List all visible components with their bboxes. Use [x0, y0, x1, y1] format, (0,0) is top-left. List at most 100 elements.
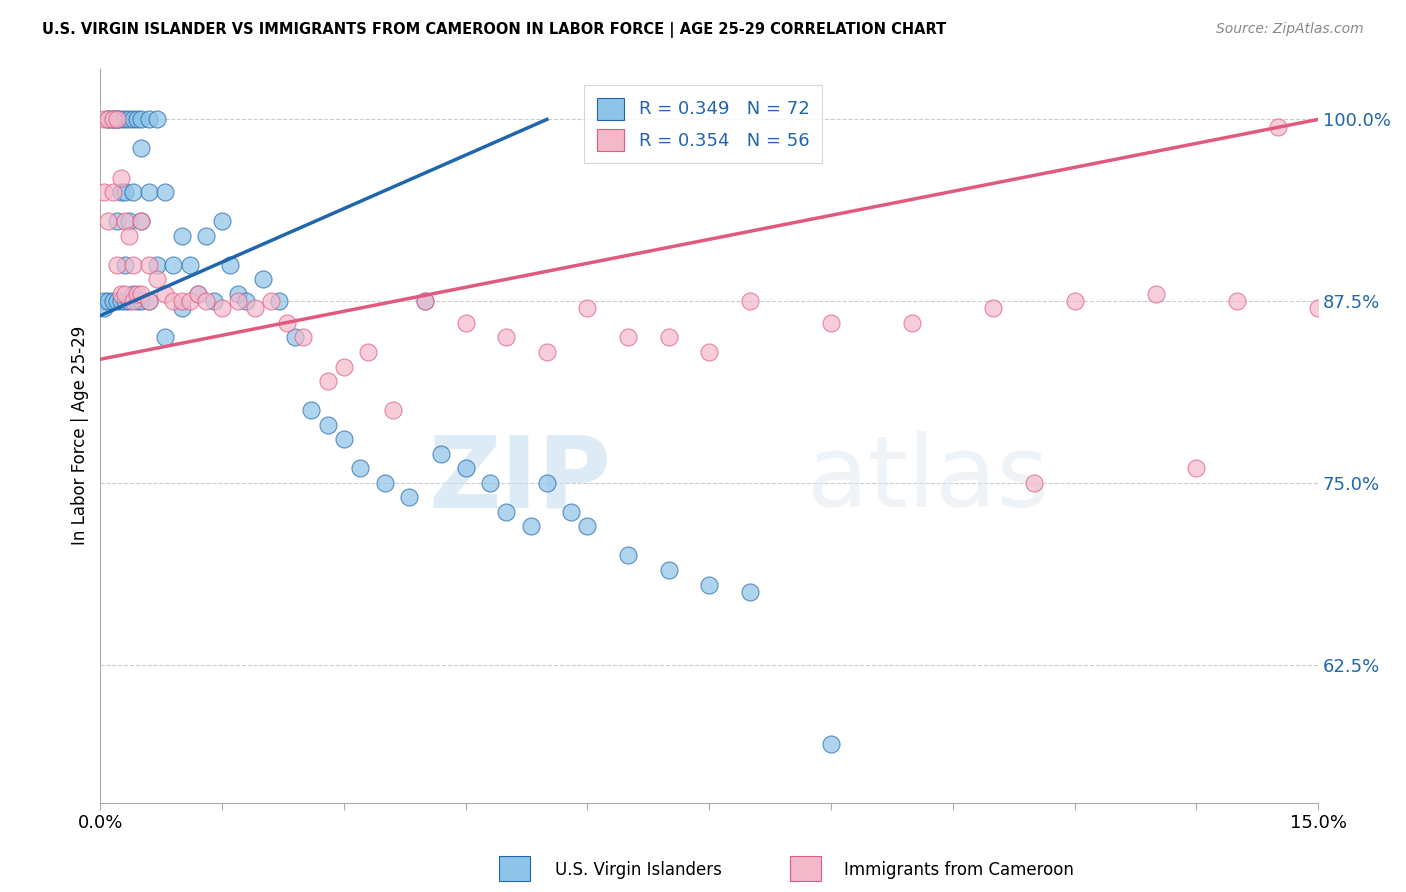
Point [536, 475, 558, 490]
Point [179, 258, 201, 272]
Point [316, 417, 339, 432]
Point [1022, 475, 1045, 490]
Point [118, 112, 141, 127]
Point [301, 403, 323, 417]
Point [454, 316, 477, 330]
Point [101, 112, 124, 127]
Point [170, 294, 193, 309]
Point [235, 294, 257, 309]
Point [194, 294, 217, 309]
Point [187, 286, 209, 301]
Point [228, 286, 250, 301]
Point [114, 112, 136, 127]
Point [129, 214, 152, 228]
Point [97, 112, 120, 127]
Point [1063, 294, 1085, 309]
Point [114, 286, 136, 301]
Point [373, 475, 395, 490]
Point [121, 112, 143, 127]
Point [738, 584, 761, 599]
Point [121, 185, 143, 199]
Point [276, 316, 298, 330]
Point [125, 294, 148, 309]
Point [495, 330, 517, 344]
Point [228, 294, 250, 309]
Point [129, 141, 152, 155]
Point [105, 112, 128, 127]
Point [349, 461, 371, 475]
Point [495, 505, 517, 519]
Point [129, 286, 152, 301]
Point [333, 359, 356, 374]
Point [93, 112, 115, 127]
Point [138, 112, 160, 127]
Point [179, 294, 201, 309]
Point [170, 228, 193, 243]
Point [536, 345, 558, 359]
Point [211, 214, 233, 228]
Point [97, 112, 120, 127]
Point [114, 214, 136, 228]
Point [202, 294, 225, 309]
Point [194, 228, 217, 243]
Point [454, 461, 477, 475]
Point [146, 258, 169, 272]
Point [430, 447, 453, 461]
Point [155, 330, 177, 344]
Point [125, 286, 148, 301]
Point [129, 214, 152, 228]
Text: atlas: atlas [807, 431, 1049, 528]
Point [243, 301, 266, 316]
Point [118, 214, 141, 228]
Point [267, 294, 290, 309]
Point [658, 563, 681, 577]
Point [211, 301, 233, 316]
Point [333, 432, 356, 446]
Point [146, 112, 169, 127]
Point [260, 294, 283, 309]
Point [129, 294, 152, 309]
Y-axis label: In Labor Force | Age 25-29: In Labor Force | Age 25-29 [72, 326, 89, 545]
Point [1267, 120, 1289, 134]
Point [97, 214, 120, 228]
Point [121, 258, 143, 272]
Point [155, 286, 177, 301]
Point [219, 258, 242, 272]
Point [1308, 301, 1330, 316]
Point [118, 228, 141, 243]
Point [479, 475, 502, 490]
Point [129, 112, 152, 127]
Text: U.S. VIRGIN ISLANDER VS IMMIGRANTS FROM CAMEROON IN LABOR FORCE | AGE 25-29 CORR: U.S. VIRGIN ISLANDER VS IMMIGRANTS FROM … [42, 22, 946, 38]
Point [381, 403, 404, 417]
Point [398, 491, 420, 505]
Point [93, 294, 115, 309]
Point [138, 185, 160, 199]
Point [901, 316, 924, 330]
Point [187, 286, 209, 301]
Point [101, 112, 124, 127]
Point [138, 258, 160, 272]
Point [617, 330, 640, 344]
Point [162, 294, 184, 309]
Point [97, 294, 120, 309]
Point [983, 301, 1005, 316]
Point [316, 374, 339, 388]
Point [413, 294, 436, 309]
Point [413, 294, 436, 309]
Point [617, 549, 640, 563]
Point [146, 272, 169, 286]
Point [110, 286, 132, 301]
Point [820, 316, 842, 330]
Point [138, 294, 160, 309]
Point [121, 294, 143, 309]
Point [1185, 461, 1208, 475]
Point [697, 345, 720, 359]
Point [105, 112, 128, 127]
Point [97, 112, 120, 127]
Point [121, 286, 143, 301]
Point [105, 112, 128, 127]
Point [697, 577, 720, 591]
Point [101, 112, 124, 127]
Point [93, 301, 115, 316]
Text: U.S. Virgin Islanders: U.S. Virgin Islanders [555, 861, 723, 879]
